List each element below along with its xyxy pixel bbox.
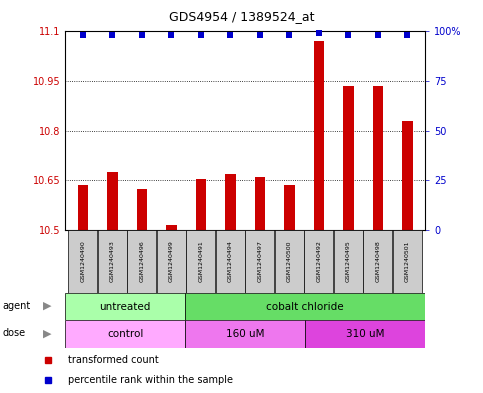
Text: GSM1240500: GSM1240500 xyxy=(287,241,292,282)
Bar xyxy=(255,177,265,230)
Bar xyxy=(166,225,177,230)
Text: GSM1240501: GSM1240501 xyxy=(405,241,410,282)
Text: agent: agent xyxy=(2,301,30,311)
Bar xyxy=(225,174,236,230)
Text: GSM1240490: GSM1240490 xyxy=(80,241,85,282)
Bar xyxy=(334,230,363,293)
Bar xyxy=(65,293,185,320)
Bar xyxy=(65,320,185,348)
Text: control: control xyxy=(107,329,143,339)
Text: GSM1240496: GSM1240496 xyxy=(140,241,144,282)
Text: percentile rank within the sample: percentile rank within the sample xyxy=(68,375,233,386)
Text: GSM1240495: GSM1240495 xyxy=(346,241,351,282)
Bar xyxy=(69,230,98,293)
Text: untreated: untreated xyxy=(99,301,151,312)
Bar xyxy=(186,230,215,293)
Text: cobalt chloride: cobalt chloride xyxy=(266,301,344,312)
Bar xyxy=(305,320,425,348)
Text: GSM1240493: GSM1240493 xyxy=(110,241,115,282)
Bar xyxy=(107,172,117,230)
Text: GSM1240494: GSM1240494 xyxy=(228,241,233,282)
Text: GSM1240491: GSM1240491 xyxy=(199,241,203,282)
Text: ▶: ▶ xyxy=(43,301,52,311)
Text: GSM1240499: GSM1240499 xyxy=(169,241,174,282)
Text: GDS4954 / 1389524_at: GDS4954 / 1389524_at xyxy=(169,10,314,23)
Bar xyxy=(393,230,422,293)
Bar xyxy=(196,179,206,230)
Bar xyxy=(245,230,274,293)
Bar xyxy=(216,230,245,293)
Bar xyxy=(373,86,383,230)
Bar xyxy=(275,230,304,293)
Text: dose: dose xyxy=(2,328,26,338)
Text: 310 uM: 310 uM xyxy=(346,329,384,339)
Text: 160 uM: 160 uM xyxy=(226,329,264,339)
Bar xyxy=(363,230,392,293)
Bar xyxy=(128,230,156,293)
Text: GSM1240497: GSM1240497 xyxy=(257,241,262,282)
Bar xyxy=(78,185,88,230)
Bar xyxy=(313,41,324,230)
Text: GSM1240492: GSM1240492 xyxy=(316,241,321,282)
Bar xyxy=(157,230,186,293)
Text: ▶: ▶ xyxy=(43,328,52,338)
Text: transformed count: transformed count xyxy=(68,355,158,365)
Bar xyxy=(304,230,333,293)
Bar xyxy=(343,86,354,230)
Text: GSM1240498: GSM1240498 xyxy=(375,241,380,282)
Bar xyxy=(402,121,412,230)
Bar xyxy=(137,189,147,230)
Bar xyxy=(185,320,305,348)
Bar xyxy=(98,230,127,293)
Bar xyxy=(284,185,295,230)
Bar xyxy=(185,293,425,320)
